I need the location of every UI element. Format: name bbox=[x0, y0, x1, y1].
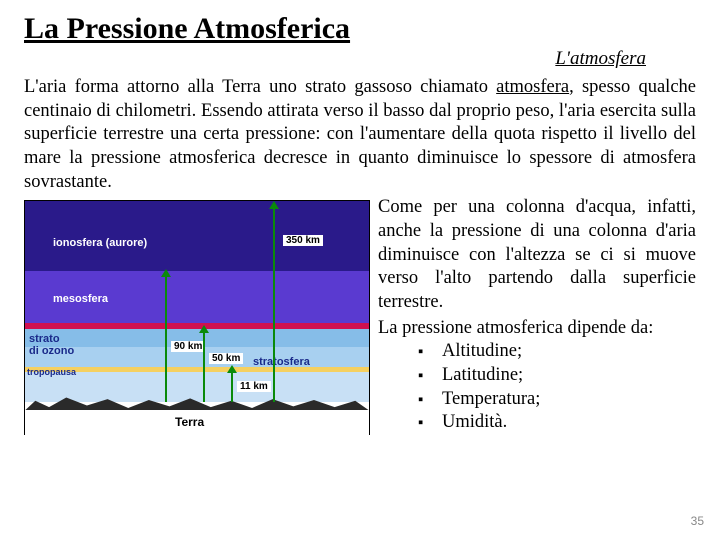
km-90: 90 km bbox=[171, 341, 205, 352]
arrow-350km bbox=[273, 207, 275, 402]
intro-paragraph: L'aria forma attorno alla Terra uno stra… bbox=[24, 76, 696, 194]
label-ionosfera: ionosfera (aurore) bbox=[53, 237, 147, 249]
label-ozono: strato di ozono bbox=[29, 333, 74, 357]
label-tropopausa: tropopausa bbox=[27, 367, 76, 377]
arrow-90km bbox=[165, 275, 167, 402]
para1-keyword: atmosfera bbox=[496, 77, 569, 97]
layer-troposfera bbox=[25, 372, 369, 402]
dependence-list: Altitudine; Latitudine; Temperatura; Umi… bbox=[378, 340, 696, 435]
list-item: Temperatura; bbox=[418, 388, 696, 412]
label-mesosfera: mesosfera bbox=[53, 293, 108, 305]
para2: Come per una colonna d'acqua, infatti, a… bbox=[378, 197, 696, 312]
subtitle: L'atmosfera bbox=[24, 48, 696, 70]
km-350: 350 km bbox=[283, 235, 323, 246]
right-column: Come per una colonna d'acqua, infatti, a… bbox=[378, 196, 696, 435]
km-50: 50 km bbox=[209, 353, 243, 364]
page-title: La Pressione Atmosferica bbox=[24, 12, 696, 46]
km-11: 11 km bbox=[237, 381, 271, 392]
list-item: Altitudine; bbox=[418, 340, 696, 364]
list-item: Umidità. bbox=[418, 411, 696, 435]
content-row: ionosfera (aurore) mesosfera strato di o… bbox=[24, 196, 696, 435]
para1-a: L'aria forma attorno alla Terra uno stra… bbox=[24, 77, 496, 97]
arrow-50km bbox=[203, 331, 205, 402]
atmosphere-diagram: ionosfera (aurore) mesosfera strato di o… bbox=[24, 200, 370, 435]
label-stratosfera: stratosfera bbox=[253, 356, 310, 368]
arrow-11km bbox=[231, 371, 233, 402]
list-item: Latitudine; bbox=[418, 364, 696, 388]
page-number: 35 bbox=[691, 514, 704, 528]
label-terra: Terra bbox=[175, 415, 204, 429]
dependence-intro: La pressione atmosferica dipende da: bbox=[378, 317, 696, 341]
